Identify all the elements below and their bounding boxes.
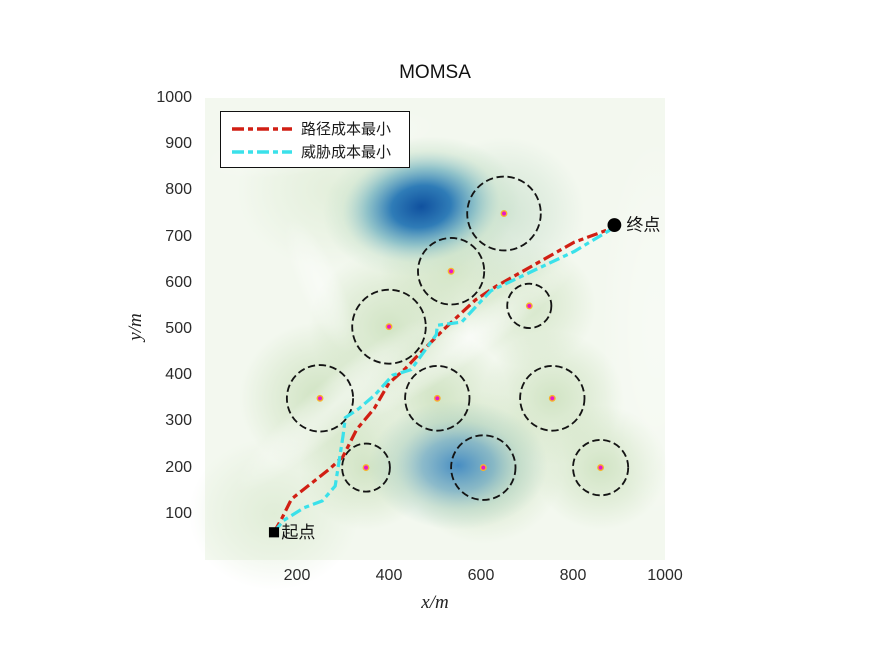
legend-item-path-cost: 路径成本最小 <box>231 117 409 140</box>
threat-center-dot <box>447 267 455 275</box>
threat-circle <box>404 365 471 432</box>
legend-line-cyan-icon <box>232 149 292 154</box>
x-tick-200: 200 <box>283 567 311 584</box>
x-tick-1000: 1000 <box>647 567 683 584</box>
threat-circle <box>450 434 517 501</box>
threat-circle <box>506 282 553 329</box>
heatmap-blob <box>188 437 360 591</box>
heatmap-blob <box>322 136 520 277</box>
route-min-threat-cost <box>272 225 616 534</box>
x-tick-600: 600 <box>467 567 495 584</box>
legend-box: 路径成本最小 威胁成本最小 <box>220 111 410 168</box>
x-tick-400: 400 <box>375 567 403 584</box>
threat-circle <box>341 442 391 493</box>
threat-center-dot <box>548 394 556 402</box>
heatmap-blob <box>348 261 577 425</box>
goal-marker <box>607 218 622 232</box>
legend-label: 威胁成本最小 <box>301 144 392 161</box>
y-tick-400: 400 <box>165 366 192 384</box>
start-marker <box>268 527 280 538</box>
threat-center-dot <box>479 464 487 472</box>
y-tick-500: 500 <box>165 320 192 337</box>
y-tick-700: 700 <box>165 227 192 245</box>
threat-center-dot <box>385 323 393 331</box>
threat-circle <box>417 237 486 306</box>
y-tick-800: 800 <box>165 181 192 199</box>
goal-label: 终点 <box>626 216 660 235</box>
start-label: 起点 <box>281 523 315 542</box>
x-tick-800: 800 <box>559 567 587 584</box>
legend-label: 路径成本最小 <box>301 121 392 138</box>
threat-circle <box>572 438 630 497</box>
threat-circle <box>351 288 427 365</box>
threat-circle <box>519 365 586 432</box>
heatmap-blob <box>600 134 711 524</box>
heatmap-blob <box>368 400 548 530</box>
threat-circle <box>466 175 542 252</box>
y-tick-900: 900 <box>165 135 192 153</box>
threat-center-dot <box>597 464 605 472</box>
y-tick-600: 600 <box>165 273 192 291</box>
threat-circle <box>285 364 355 433</box>
y-tick-100: 100 <box>165 504 192 522</box>
heatmap-blob <box>235 318 433 493</box>
threat-center-dot <box>500 210 508 217</box>
heatmap-blob <box>284 217 356 354</box>
threat-center-dot <box>525 302 533 310</box>
y-tick-300: 300 <box>165 412 192 430</box>
chart-title: MOMSA <box>399 62 471 83</box>
threat-center-dot <box>433 394 441 402</box>
threat-center-dot <box>316 394 324 402</box>
legend-line-red-icon <box>232 126 292 131</box>
legend-item-threat-cost: 威胁成本最小 <box>231 140 409 163</box>
x-axis-label: x/m <box>421 592 449 613</box>
y-tick-200: 200 <box>165 458 192 476</box>
y-axis-label: y/m <box>125 313 146 341</box>
y-tick-1000: 1000 <box>156 89 192 106</box>
threat-center-dot <box>362 464 370 472</box>
